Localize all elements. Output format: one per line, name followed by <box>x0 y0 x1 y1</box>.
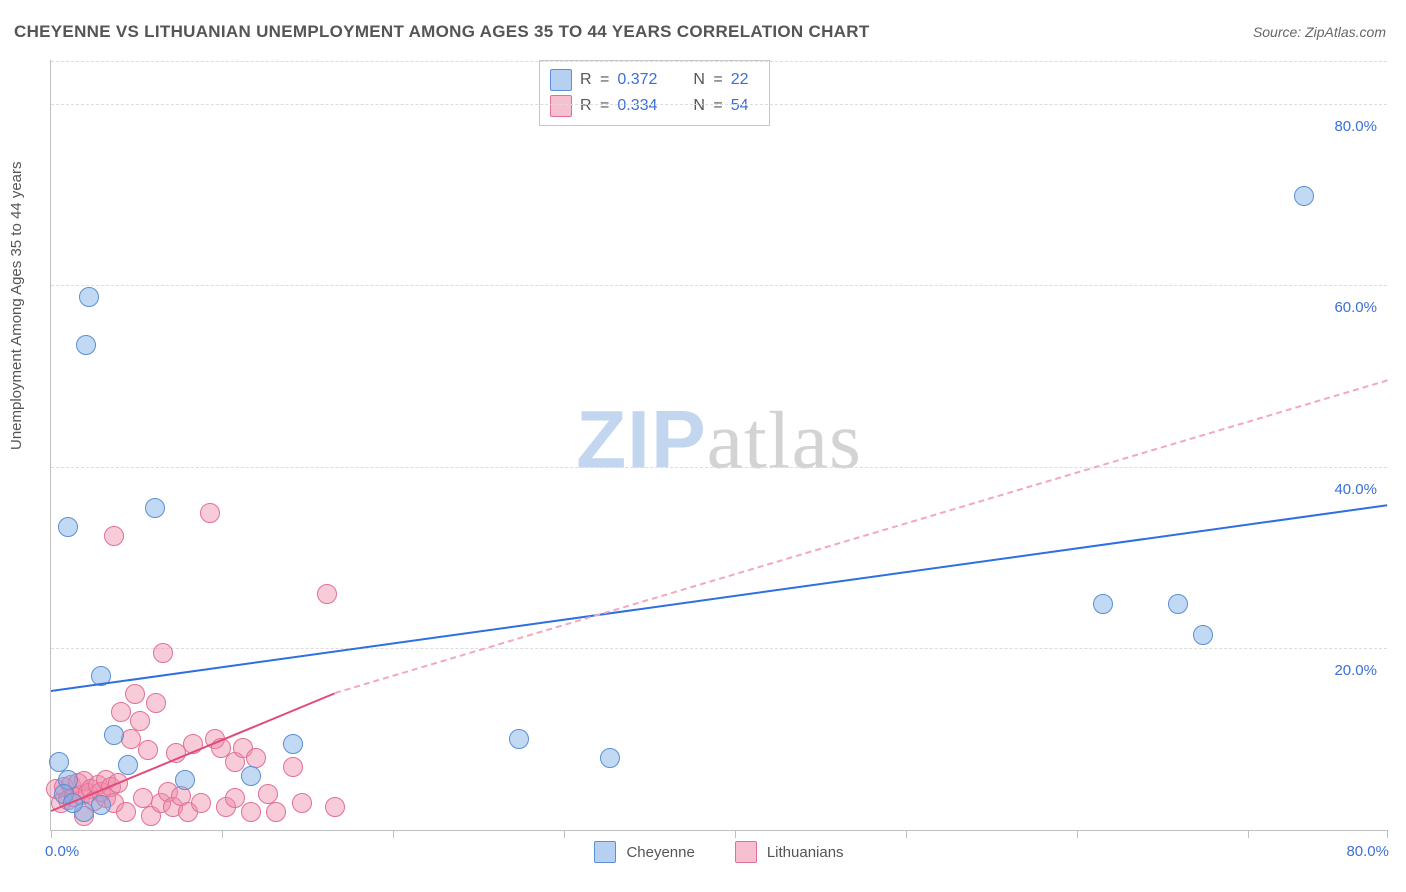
data-point-pink <box>258 784 278 804</box>
data-point-pink <box>325 797 345 817</box>
data-point-blue <box>58 517 78 537</box>
data-point-blue <box>1193 625 1213 645</box>
data-point-pink <box>138 740 158 760</box>
y-tick-label: 80.0% <box>1334 118 1377 135</box>
x-tick <box>222 830 223 838</box>
data-point-blue <box>509 729 529 749</box>
data-point-pink <box>200 503 220 523</box>
source-attribution: Source: ZipAtlas.com <box>1253 24 1386 40</box>
stats-n-label: N <box>693 71 705 89</box>
watermark-zip: ZIP <box>576 394 707 485</box>
correlation-stats-box: R = 0.372 N = 22 R = 0.334 N = 54 <box>539 60 770 126</box>
x-tick <box>1248 830 1249 838</box>
data-point-blue <box>241 766 261 786</box>
data-point-blue <box>118 755 138 775</box>
stats-r-value-pink: 0.334 <box>617 97 669 115</box>
stats-r-label: R <box>580 71 592 89</box>
x-tick <box>906 830 907 838</box>
data-point-pink <box>111 702 131 722</box>
stats-n-value-blue: 22 <box>731 71 755 89</box>
legend-label-lithuanians: Lithuanians <box>767 844 844 861</box>
data-point-pink <box>292 793 312 813</box>
data-point-pink <box>130 711 150 731</box>
data-point-pink <box>266 802 286 822</box>
stats-r-label: R <box>580 97 592 115</box>
legend-item-lithuanians: Lithuanians <box>735 841 844 863</box>
stats-n-label: N <box>693 97 705 115</box>
legend-swatch-blue-icon <box>594 841 616 863</box>
data-point-pink <box>104 526 124 546</box>
data-point-pink <box>191 793 211 813</box>
y-axis-label: Unemployment Among Ages 35 to 44 years <box>8 161 25 450</box>
data-point-pink <box>116 802 136 822</box>
data-point-pink <box>241 802 261 822</box>
data-point-pink <box>153 643 173 663</box>
gridline <box>51 61 1387 62</box>
y-tick-label: 40.0% <box>1334 481 1377 498</box>
stats-row-lithuanians: R = 0.334 N = 54 <box>550 93 755 119</box>
stats-row-cheyenne: R = 0.372 N = 22 <box>550 67 755 93</box>
data-point-blue <box>79 287 99 307</box>
chart-title: CHEYENNE VS LITHUANIAN UNEMPLOYMENT AMON… <box>14 22 870 42</box>
data-point-blue <box>145 498 165 518</box>
plot-area: ZIPatlas R = 0.372 N = 22 R = 0.334 N = … <box>50 60 1387 831</box>
data-point-blue <box>600 748 620 768</box>
stats-eq: = <box>600 71 609 89</box>
stats-n-value-pink: 54 <box>731 97 755 115</box>
data-point-blue <box>1294 186 1314 206</box>
stats-r-value-blue: 0.372 <box>617 71 669 89</box>
data-point-pink <box>246 748 266 768</box>
legend-swatch-pink-icon <box>735 841 757 863</box>
y-tick-label: 60.0% <box>1334 299 1377 316</box>
gridline <box>51 104 1387 105</box>
x-tick <box>393 830 394 838</box>
watermark-atlas: atlas <box>707 394 862 485</box>
data-point-blue <box>1093 594 1113 614</box>
swatch-pink-icon <box>550 95 572 117</box>
gridline <box>51 467 1387 468</box>
gridline <box>51 648 1387 649</box>
data-point-blue <box>1168 594 1188 614</box>
x-tick <box>51 830 52 838</box>
data-point-blue <box>49 752 69 772</box>
data-point-pink <box>133 788 153 808</box>
legend-item-cheyenne: Cheyenne <box>594 841 694 863</box>
y-tick-label: 20.0% <box>1334 662 1377 679</box>
stats-eq: = <box>713 71 722 89</box>
x-tick <box>1387 830 1388 838</box>
x-tick <box>564 830 565 838</box>
data-point-blue <box>104 725 124 745</box>
data-point-blue <box>76 335 96 355</box>
data-point-blue <box>175 770 195 790</box>
data-point-pink <box>125 684 145 704</box>
data-point-blue <box>283 734 303 754</box>
data-point-pink <box>146 693 166 713</box>
legend-bottom: Cheyenne Lithuanians <box>51 841 1387 863</box>
watermark: ZIPatlas <box>576 393 862 487</box>
swatch-blue-icon <box>550 69 572 91</box>
stats-eq: = <box>600 97 609 115</box>
data-point-pink <box>317 584 337 604</box>
data-point-pink <box>283 757 303 777</box>
gridline <box>51 285 1387 286</box>
x-tick <box>1077 830 1078 838</box>
legend-label-cheyenne: Cheyenne <box>626 844 694 861</box>
x-tick <box>735 830 736 838</box>
data-point-pink <box>225 788 245 808</box>
stats-eq: = <box>713 97 722 115</box>
